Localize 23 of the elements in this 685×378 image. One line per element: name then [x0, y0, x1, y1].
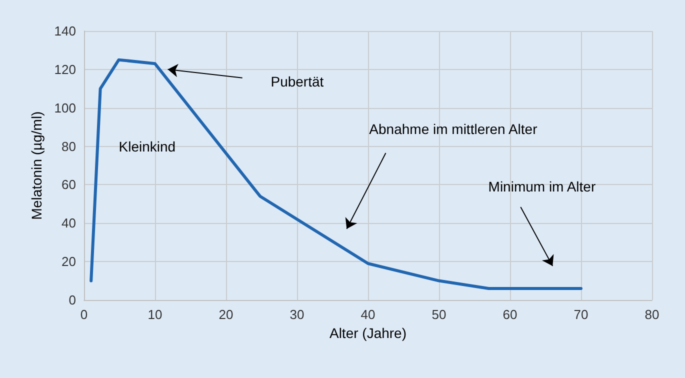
x-axis-title: Alter (Jahre) — [329, 324, 407, 341]
x-tick-label: 50 — [432, 307, 446, 322]
y-tick-label: 60 — [62, 177, 76, 192]
y-tick-label: 100 — [54, 100, 76, 116]
annotation: Abnahme im mittleren Alter — [369, 120, 538, 137]
annotation: Pubertät — [270, 74, 324, 90]
x-tick-label: 80 — [644, 307, 660, 322]
x-tick-label: 30 — [290, 307, 304, 322]
y-tick-label: 120 — [54, 62, 76, 77]
x-tick-label: 60 — [502, 307, 518, 322]
annotation: Minimum im Alter — [488, 178, 596, 195]
y-axis-title: Melatonin (µg/ml) — [28, 111, 44, 220]
y-tick-label: 20 — [62, 254, 76, 270]
y-tick-label: 80 — [62, 138, 76, 154]
y-tick-label: 0 — [68, 292, 76, 308]
x-tick-label: 10 — [148, 307, 162, 322]
annotation: Kleinkind — [118, 138, 176, 154]
x-tick-label: 40 — [360, 307, 376, 322]
y-tick-label: 40 — [62, 216, 76, 231]
x-tick-label: 70 — [574, 307, 588, 322]
x-tick-label: 0 — [80, 307, 88, 322]
y-tick-label: 140 — [54, 24, 76, 38]
x-tick-label: 20 — [218, 307, 234, 322]
